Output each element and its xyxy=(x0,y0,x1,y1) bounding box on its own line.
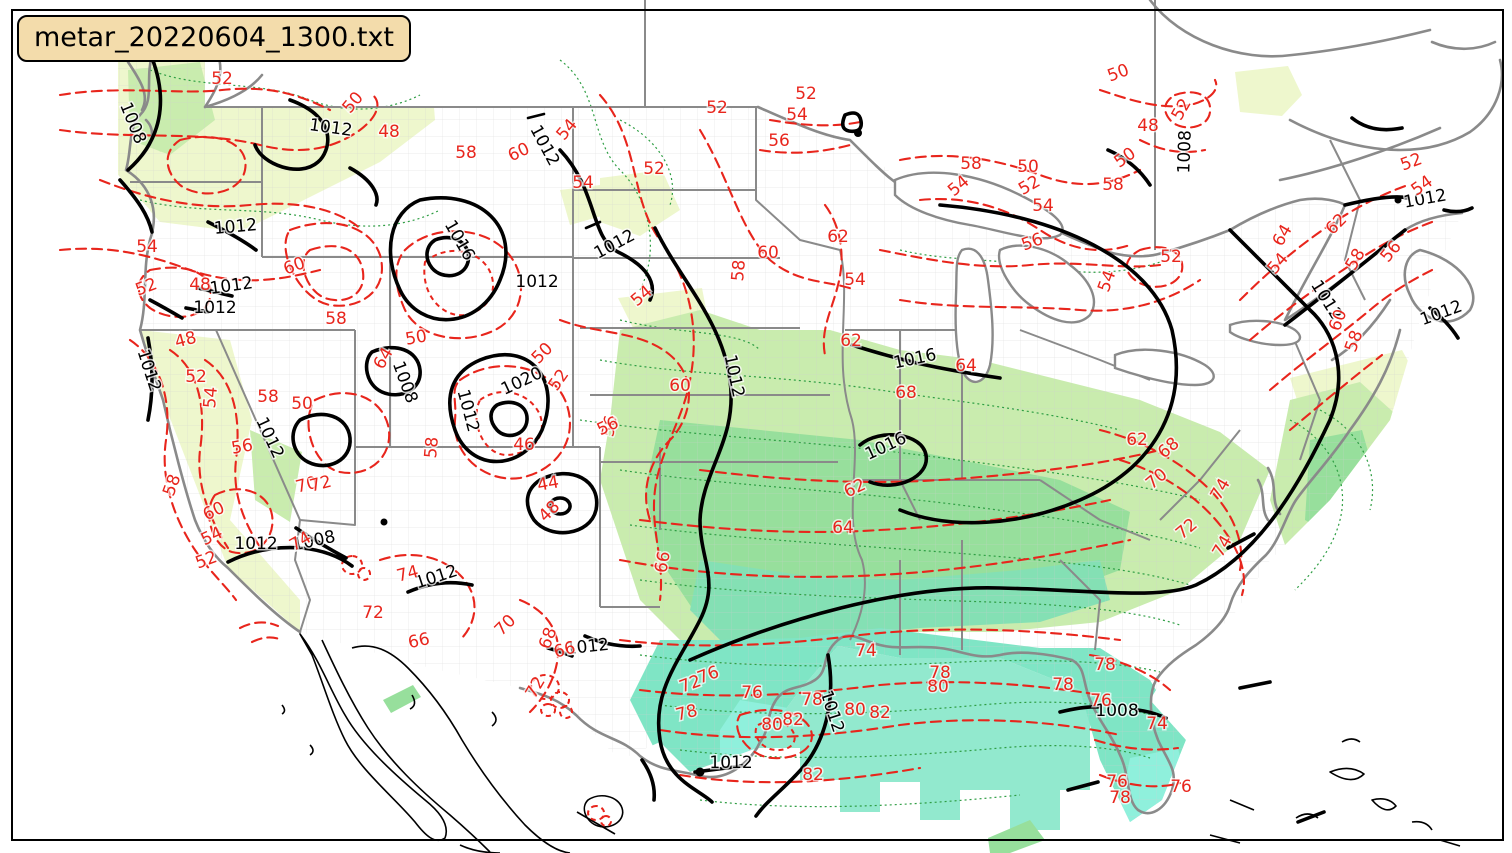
isotherm-label: 78 xyxy=(1052,675,1074,695)
isotherm-label: 52 xyxy=(795,84,817,104)
isotherm-label: 80 xyxy=(761,715,783,735)
isotherm-label: 68 xyxy=(895,383,917,403)
isotherm-label: 52 xyxy=(706,98,728,118)
isotherm-label: 60 xyxy=(669,376,691,396)
isobar-label: 1012 xyxy=(234,534,277,554)
isotherm-label: 58 xyxy=(325,309,347,329)
isobar-label: 1012 xyxy=(709,753,752,773)
isotherm-label: 80 xyxy=(927,677,949,697)
isotherm-label: 72 xyxy=(308,472,334,497)
isotherm-label: 66 xyxy=(651,550,674,575)
isotherm-label: 52 xyxy=(643,159,665,179)
isotherm-label: 64 xyxy=(832,518,854,538)
isotherm-label: 58 xyxy=(1102,175,1124,195)
isotherm-label: 46 xyxy=(513,435,535,455)
isotherm-label: 70 xyxy=(294,473,320,498)
isobar-label: 1012 xyxy=(213,215,258,239)
isobar-label: 1012 xyxy=(208,273,254,299)
isotherm-label: 76 xyxy=(741,683,763,703)
plot-frame xyxy=(11,9,1504,841)
isotherm-label: 52 xyxy=(211,69,233,89)
isotherm-label: 72 xyxy=(362,603,384,623)
isobar-label: 1012 xyxy=(565,635,610,659)
isotherm-label: 76 xyxy=(1106,772,1128,792)
isotherm-label: 52 xyxy=(1168,95,1196,124)
isotherm-label: 78 xyxy=(801,690,823,710)
isotherm-label: 76 xyxy=(1170,777,1192,797)
isotherm-label: 50 xyxy=(404,326,429,349)
isotherm-label: 82 xyxy=(802,765,824,785)
isotherm-label: 62 xyxy=(827,227,849,247)
isotherm-label: 82 xyxy=(782,710,804,730)
isotherm-label: 52 xyxy=(185,367,207,387)
isotherm-label: 52 xyxy=(1160,247,1182,267)
isotherm-label: 48 xyxy=(1137,116,1159,136)
isotherm-label: 76 xyxy=(1090,691,1112,711)
isobar-label: 1012 xyxy=(193,298,236,318)
isotherm-label: 74 xyxy=(855,641,877,661)
isotherm-label: 58 xyxy=(728,259,750,282)
isotherm-label: 50 xyxy=(1017,157,1039,177)
isotherm-label: 62 xyxy=(840,331,862,351)
isotherm-label: 78 xyxy=(929,663,951,683)
isobar-label: 1012 xyxy=(515,272,558,292)
title-filename: metar_20220604_1300.txt xyxy=(34,22,395,53)
isobar-label: 1008 xyxy=(1174,130,1195,174)
isobar-label: 1008 xyxy=(1095,701,1138,721)
isotherm-label: 48 xyxy=(378,122,400,142)
isotherm-label: 54 xyxy=(136,237,158,257)
isotherm-label: 50 xyxy=(291,394,313,414)
isotherm-label: 56 xyxy=(230,435,255,458)
isotherm-layer xyxy=(58,78,1434,827)
isotherm-label: 78 xyxy=(1094,655,1116,675)
isotherm-label: 58 xyxy=(257,387,279,407)
isotherm-label: 54 xyxy=(786,105,808,125)
isotherm-label: 64 xyxy=(955,356,977,376)
isobar-layer xyxy=(118,56,1474,824)
mexico-coastlines-layer xyxy=(281,633,1461,853)
isotherm-label: 58 xyxy=(960,154,982,174)
isotherm-label: 52 xyxy=(1398,149,1425,175)
isotherm-label: 48 xyxy=(189,275,211,295)
isotherm-label: 58 xyxy=(455,143,477,163)
isotherm-label: 54 xyxy=(1032,196,1054,216)
title-box: metar_20220604_1300.txt xyxy=(17,15,412,62)
isotherm-label: 78 xyxy=(1109,788,1131,808)
isotherm-label: 82 xyxy=(869,703,891,723)
isotherm-label: 54 xyxy=(844,270,866,290)
isotherm-label: 50 xyxy=(1105,60,1132,86)
isotherm-label: 74 xyxy=(1146,714,1168,734)
isotherm-label: 60 xyxy=(757,243,779,263)
isotherm-label: 62 xyxy=(1126,430,1148,450)
isotherm-label: 54 xyxy=(200,386,222,409)
coastlines-layer xyxy=(124,0,1504,815)
isotherm-label: 56 xyxy=(768,131,790,151)
isotherm-label: 58 xyxy=(421,436,443,459)
isotherm-label: 44 xyxy=(536,472,561,495)
isotherm-label: 80 xyxy=(844,700,866,720)
isotherm-label: 54 xyxy=(572,173,594,193)
